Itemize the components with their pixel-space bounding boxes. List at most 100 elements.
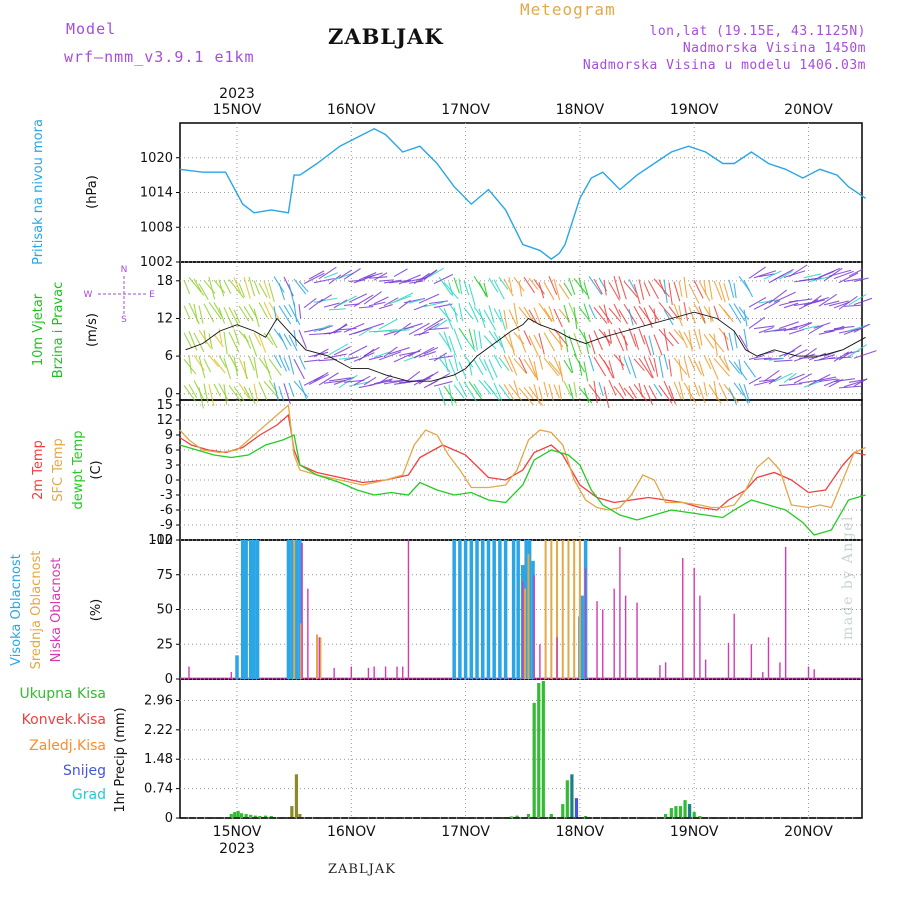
wind-barb — [188, 355, 192, 374]
wind-barb — [613, 329, 625, 352]
ytick-label: 6 — [165, 443, 173, 458]
wind-barb — [248, 356, 256, 371]
lonlat-info: lon,lat (19.15E, 43.1125N) — [649, 24, 866, 39]
wind-barb — [393, 352, 414, 363]
wind-barb — [303, 272, 325, 285]
day-label-top: 15NOV — [213, 102, 262, 118]
day-label-bottom: 18NOV — [556, 824, 605, 840]
cloud-bar — [556, 540, 559, 679]
wind-barb — [363, 322, 384, 331]
cloud-bar — [524, 540, 528, 679]
wind-barb — [763, 270, 782, 280]
wind-barb — [698, 280, 711, 302]
model-altitude-info: Nadmorska Visina u modelu 1406.03m — [582, 58, 866, 73]
wind-barb — [683, 356, 690, 379]
wind-barb — [628, 356, 637, 379]
cloud-bar — [516, 540, 520, 679]
wind-barb — [578, 387, 593, 404]
wind-barb — [773, 291, 796, 303]
wind-barb — [443, 308, 454, 330]
wind-barb — [753, 325, 775, 330]
cloud-bar — [550, 540, 553, 679]
wind-barb — [268, 358, 282, 376]
wind-barb — [523, 358, 537, 378]
wind-barb — [538, 355, 544, 370]
ytick-label: 1.48 — [144, 752, 173, 767]
wind-barb — [563, 282, 573, 297]
cloud-bar — [396, 666, 398, 679]
wind-barb — [623, 357, 631, 375]
cloud-bar — [511, 540, 516, 679]
wind-barb — [613, 275, 621, 299]
cloud-bar — [664, 662, 667, 679]
wind-barb — [848, 293, 867, 306]
wind-barb — [613, 354, 625, 367]
ytick-label: 1020 — [140, 151, 173, 166]
wind-barb — [263, 380, 280, 399]
wind-barb — [368, 355, 384, 361]
wind-barb — [438, 306, 452, 322]
wind-barb — [318, 325, 334, 332]
day-label-bottom: 20NOV — [784, 824, 833, 840]
wind-barb — [778, 383, 802, 387]
ytick-label: -9 — [160, 518, 173, 533]
wind-barb — [333, 323, 348, 334]
cloud-bar — [402, 666, 404, 679]
wind-barb — [608, 329, 612, 344]
wind-barb — [693, 381, 700, 397]
wind-barb — [558, 333, 563, 351]
precip-axis-unit: 1hr Precip (mm) — [113, 707, 128, 812]
wind-barb — [583, 361, 589, 382]
wind-barb — [358, 306, 374, 309]
cloud-bar — [561, 540, 564, 679]
wind-barb — [538, 333, 545, 355]
low-cloud-axis-title: Niska Oblacnost — [49, 558, 64, 663]
wind-barb — [718, 281, 726, 303]
wind-barb — [848, 344, 868, 357]
wind-barb — [568, 383, 574, 401]
wind-barb — [733, 282, 737, 299]
wind-barb — [688, 283, 700, 304]
wind-barb — [453, 307, 458, 323]
ytick-label: 0.74 — [144, 782, 173, 797]
wind-barb — [548, 305, 555, 322]
wind-barb — [663, 279, 668, 303]
cloud-bar — [613, 588, 615, 679]
wind-barb — [353, 375, 371, 386]
wind-barb — [543, 307, 553, 322]
wind-barb — [703, 333, 715, 349]
wind-barb — [283, 333, 292, 347]
precip-bar — [570, 774, 574, 818]
precip-bar — [253, 815, 257, 818]
ytick-label: 75 — [156, 568, 173, 583]
wind-barb — [823, 300, 840, 306]
wind-barb — [603, 360, 614, 379]
cloud-bar — [584, 567, 587, 679]
precip-bar — [669, 808, 673, 818]
wind-barb — [563, 304, 570, 323]
wind-barb — [633, 306, 646, 326]
precip-bar — [269, 816, 273, 818]
cloud-bar — [384, 666, 387, 679]
wind-barb — [853, 277, 869, 282]
wind-barb — [808, 295, 822, 305]
precip-bar — [683, 800, 687, 818]
wind-barb — [263, 332, 274, 346]
wind-barb — [668, 282, 673, 305]
cloud-bar — [480, 540, 485, 679]
wind-barb — [618, 327, 629, 346]
ytick-label: -12 — [152, 533, 173, 548]
precip-bar — [541, 680, 545, 818]
wind-barb — [478, 357, 487, 371]
wind-barb — [803, 347, 817, 358]
ytick-label: 12 — [156, 311, 173, 326]
wind-barb — [308, 270, 325, 280]
wind-barb — [513, 331, 525, 345]
wind-barb — [363, 291, 382, 305]
wind-barb — [423, 301, 444, 308]
wind-barb — [378, 351, 402, 361]
wind-barb — [408, 298, 424, 304]
wind-barb — [508, 356, 518, 376]
wind-barb — [618, 382, 627, 396]
wind-barb — [613, 303, 621, 318]
